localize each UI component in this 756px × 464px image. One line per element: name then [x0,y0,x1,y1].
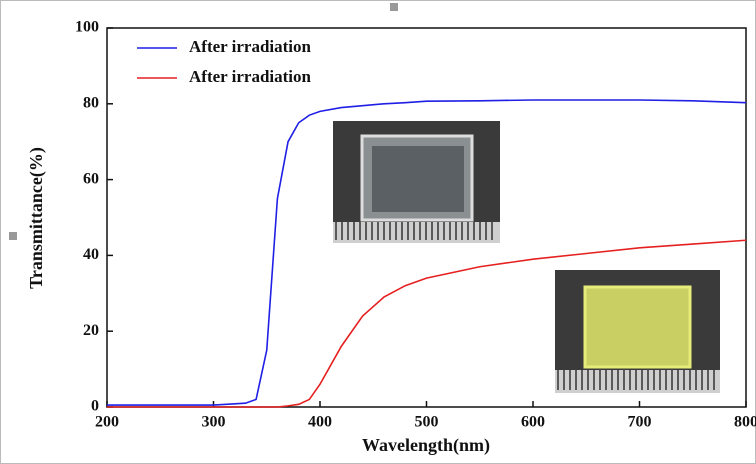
data-line [107,239,747,408]
y-tick-label: 0 [91,398,99,415]
y-axis-label: Transmittance(%) [26,147,47,289]
data-line [107,99,747,406]
x-tick-label: 800 [734,414,756,431]
x-axis-label: Wavelength(nm) [362,435,490,456]
x-tick-label: 200 [95,414,119,431]
handle [9,232,17,240]
y-tick-label: 20 [83,322,99,339]
x-tick-label: 700 [628,414,652,431]
y-tick-label: 40 [83,246,99,263]
x-tick-label: 300 [202,414,226,431]
y-tick-label: 80 [83,94,99,111]
handle [390,3,398,11]
legend-label: After irradiation [189,37,312,56]
y-tick-label: 60 [83,170,99,187]
x-tick-label: 600 [521,414,545,431]
x-tick-label: 400 [308,414,332,431]
y-tick-label: 100 [75,19,99,36]
legend-label: After irradiation [189,67,312,86]
x-tick-label: 500 [415,414,439,431]
inset-photo-clear [333,121,500,243]
inset-photo-yellow [555,270,720,393]
